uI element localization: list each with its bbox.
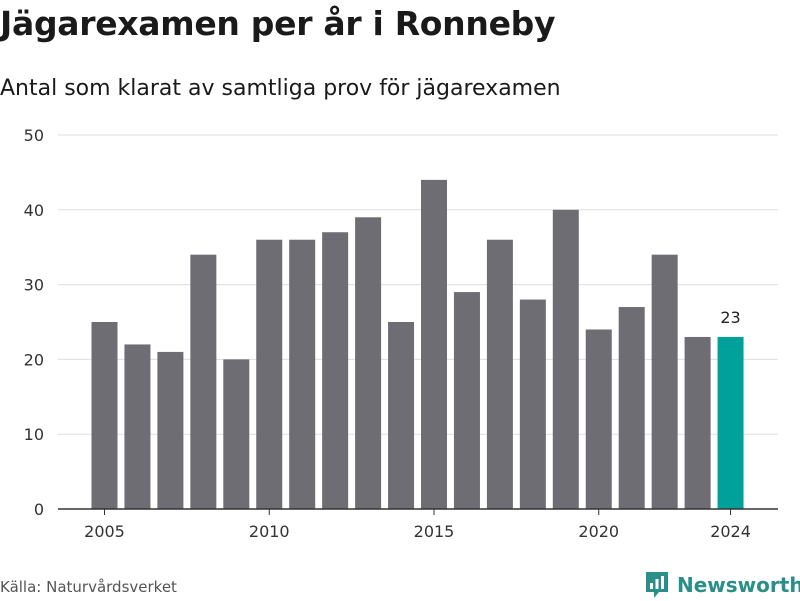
- bar-2015: [421, 179, 447, 509]
- bar-2016: [453, 292, 480, 509]
- bar-2023: [684, 336, 711, 509]
- y-tick-label: 40: [24, 201, 44, 220]
- chart-title: Jägarexamen per år i Ronneby: [0, 4, 556, 43]
- chart-subtitle: Antal som klarat av samtliga prov för jä…: [0, 76, 561, 101]
- bar-2009: [223, 359, 250, 509]
- bar-2014: [388, 322, 415, 509]
- bars: [91, 179, 744, 510]
- source-note: Källa: Naturvårdsverket: [0, 578, 177, 596]
- bar-2020: [585, 329, 612, 509]
- data-labels: 23: [720, 308, 740, 327]
- bar-2013: [355, 217, 382, 509]
- x-tick-label: 2015: [414, 522, 455, 541]
- bar-2008: [190, 254, 217, 509]
- bar-2005: [91, 322, 118, 509]
- x-tick-label: 2020: [578, 522, 619, 541]
- x-tick-label: 2005: [84, 522, 125, 541]
- brand-logo: Newsworthy: [645, 569, 800, 601]
- bar-2011: [289, 239, 316, 509]
- bar-2010: [256, 239, 283, 509]
- y-axis-labels: 0 10 20 30 40 50: [24, 126, 44, 519]
- x-axis-labels: 2005 2010 2015 2020 2024: [84, 509, 751, 541]
- bar-2012: [322, 232, 349, 510]
- data-label-2024: 23: [720, 308, 740, 327]
- x-tick-label: 2010: [249, 522, 290, 541]
- newsworthy-logo-icon: [646, 572, 668, 598]
- y-tick-label: 10: [24, 425, 44, 444]
- bar-chart: 0 10 20 30 40 50 23 2005 2010 2015 2020 2024: [24, 126, 778, 541]
- bar-2019: [552, 209, 579, 510]
- y-tick-label: 30: [24, 276, 44, 295]
- y-tick-label: 0: [34, 500, 44, 519]
- bar-2006: [124, 344, 151, 509]
- bar-2021: [618, 307, 645, 509]
- brand-name: Newsworthy: [677, 573, 800, 597]
- bar-2022: [651, 254, 678, 509]
- bar-2017: [486, 239, 513, 509]
- bar-2018: [519, 299, 546, 509]
- y-tick-label: 20: [24, 350, 44, 369]
- y-tick-label: 50: [24, 126, 44, 145]
- bar-2007: [157, 351, 184, 509]
- bar-2024: [717, 336, 744, 509]
- x-tick-label: 2024: [710, 522, 751, 541]
